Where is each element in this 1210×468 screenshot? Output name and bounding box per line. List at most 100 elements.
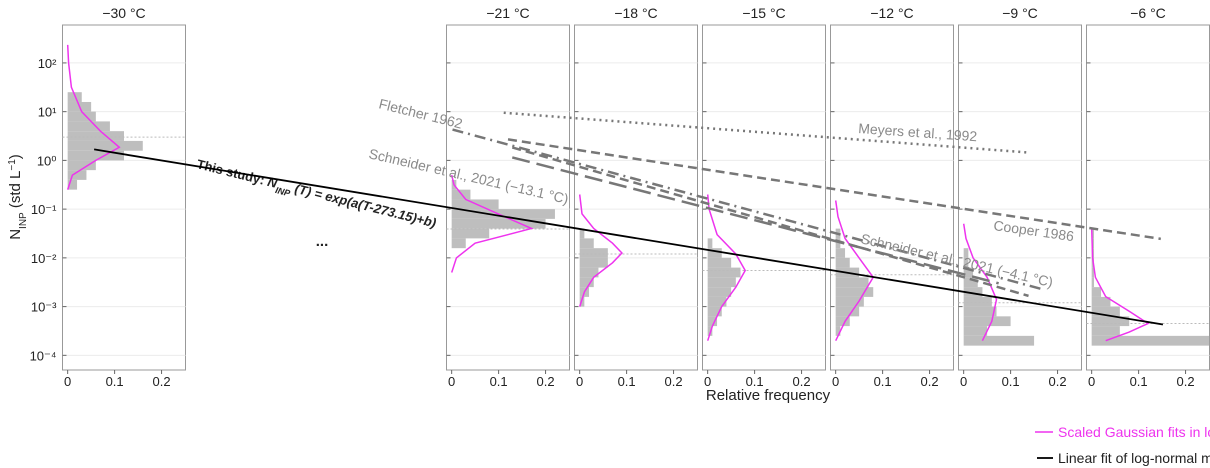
histogram-bar: [579, 277, 594, 288]
histogram-bar: [963, 267, 974, 278]
y-label-superscript: −1: [7, 159, 18, 171]
x-tick-label: 0.2: [665, 374, 683, 389]
histogram-bar: [835, 277, 869, 288]
histogram-bar: [1091, 267, 1095, 278]
histogram-bar: [707, 306, 722, 317]
histogram-bar: [963, 296, 992, 307]
x-tick-label: 0.2: [921, 374, 939, 389]
panel-frame: [702, 24, 826, 371]
histogram-bar: [707, 326, 713, 336]
histogram-bar: [963, 326, 988, 336]
panel: 0 0.1 0.2 −21 °C: [446, 5, 570, 389]
y-label-close: ): [7, 154, 24, 159]
histogram-bar: [1091, 228, 1095, 239]
histogram-bar: [451, 209, 555, 219]
gaussian-fit: [578, 194, 623, 307]
reference-line: [507, 138, 1161, 241]
histogram-bar: [67, 170, 87, 180]
panel: 10⁻⁴ 10⁻³ 10⁻² 10⁻¹ 10⁰ 10¹ 10² 0 0.1 0.2 −30 °C: [30, 5, 186, 389]
x-tick-label: 0: [960, 374, 967, 389]
histogram-bar: [707, 267, 741, 278]
x-tick-label: 0.1: [618, 374, 636, 389]
histogram-bar: [963, 287, 983, 297]
histogram-bar: [451, 218, 546, 229]
histogram-bar: [67, 179, 78, 190]
y-label-symbol: N: [7, 229, 24, 240]
gaussian-fit: [450, 174, 534, 273]
legend-label: Scaled Gaussian fits in logarithmic spac…: [1058, 424, 1210, 440]
panel-title: −15 °C: [742, 5, 785, 21]
panel: 0 0.1 0.2 −6 °C: [1086, 5, 1210, 389]
histogram-bar: [451, 228, 490, 239]
ellipsis: ...: [316, 233, 329, 250]
gaussian-fit: [962, 223, 998, 342]
y-label-unit: (std L: [7, 171, 24, 213]
histogram-bar: [579, 248, 608, 258]
y-tick-label: 10²: [38, 56, 57, 71]
panel-title: −30 °C: [102, 5, 145, 21]
histogram-bar: [1091, 335, 1210, 346]
histogram-bar: [579, 238, 594, 249]
panel-title: −21 °C: [486, 5, 529, 21]
x-tick-label: 0.2: [1177, 374, 1195, 389]
x-tick-label: 0.1: [490, 374, 508, 389]
legend-label: Linear fit of log-normal median: [1058, 450, 1210, 466]
panel-title: −9 °C: [1002, 5, 1038, 21]
histogram-bar: [835, 238, 841, 249]
panel-frame: [62, 24, 186, 371]
histogram-bar: [67, 160, 96, 171]
histogram-bar: [67, 92, 82, 102]
x-tick-label: 0.1: [1130, 374, 1148, 389]
gaussian-fit: [66, 44, 121, 190]
histogram-bar: [835, 287, 874, 297]
histogram-bar: [707, 248, 722, 258]
x-tick-label: 0: [832, 374, 839, 389]
histogram-bar: [1091, 296, 1111, 307]
y-tick-label: 10⁻⁴: [30, 348, 57, 363]
x-tick-label: 0: [448, 374, 455, 389]
y-tick-label: 10⁻²: [31, 251, 57, 266]
histogram-bar: [67, 111, 96, 122]
x-tick-label: 0: [576, 374, 583, 389]
histogram-bar: [835, 306, 860, 317]
histogram-bar: [963, 257, 969, 268]
x-tick-label: 0: [704, 374, 711, 389]
reference-line: [503, 111, 1029, 154]
gaussian-fit: [706, 194, 747, 341]
histogram-bar: [707, 296, 727, 307]
histogram-bar: [451, 238, 466, 249]
panel: 0 0.1 0.2 −12 °C: [830, 5, 954, 389]
x-tick-label: 0.1: [1002, 374, 1020, 389]
histogram-bar: [67, 121, 110, 132]
x-tick-label: 0: [1088, 374, 1095, 389]
histogram-bar: [1091, 326, 1120, 336]
histogram-bar: [963, 277, 978, 288]
histogram-bar: [707, 287, 732, 297]
histogram-bar: [579, 228, 585, 239]
histogram-bar: [67, 131, 124, 141]
x-tick-label: 0.2: [793, 374, 811, 389]
panel-frame: [574, 24, 698, 371]
histogram-bar: [1091, 277, 1095, 288]
histogram-bar: [707, 277, 736, 288]
x-tick-label: 0.1: [106, 374, 124, 389]
y-tick-label: 10⁻³: [31, 300, 57, 315]
x-tick-label: 0.1: [746, 374, 764, 389]
histogram-bar: [707, 257, 732, 268]
histogram-bar: [963, 316, 1011, 327]
reference-line: [511, 156, 999, 285]
y-label-subscript: INP: [18, 212, 29, 229]
study-subscript: INP: [274, 185, 292, 199]
gaussian-fit: [834, 200, 875, 342]
histogram-bar: [67, 140, 143, 151]
panel: 0 0.1 0.2 −18 °C: [574, 5, 698, 389]
histogram-bar: [835, 257, 850, 268]
histogram-bar: [963, 306, 997, 317]
histogram-bar: [707, 316, 718, 327]
reference-line: [511, 146, 1029, 298]
x-axis-label: Relative frequency: [706, 387, 831, 404]
reference-line: [452, 128, 1042, 291]
histogram-bar: [1091, 287, 1102, 297]
histogram-bar: [579, 267, 599, 278]
